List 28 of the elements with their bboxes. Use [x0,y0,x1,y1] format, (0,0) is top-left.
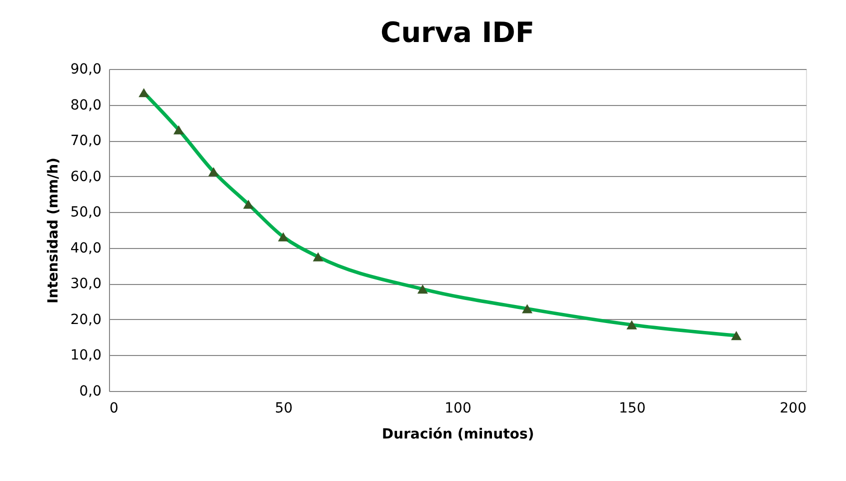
point [312,252,324,262]
point [138,88,150,98]
chart-title: Curva IDF [380,16,534,49]
point [173,125,184,134]
point [731,331,742,340]
y-tick-label: 50,0 [70,204,102,221]
point [243,200,254,209]
y-tick-label: 60,0 [70,168,102,185]
x-tick-label: 100 [444,400,472,416]
y-tick-label: 40,0 [70,240,102,256]
x-tick-label: 0 [110,400,118,416]
x-tick-label: 200 [780,400,806,416]
x-tick-label: 150 [618,400,646,416]
point [278,232,288,242]
y-tick-label: 70,0 [70,133,102,150]
point [208,167,219,176]
y-tick-label: 0,0 [79,384,102,400]
y-tick-label: 10,0 [70,348,102,364]
y-tick-label: 90,0 [70,62,102,78]
y-tick-label: 80,0 [70,97,102,114]
point [626,320,637,330]
y-tick-label: 30,0 [70,276,102,292]
point [417,284,428,294]
y-tick-label: 20,0 [70,312,102,328]
y-axis-title: Intensidad (mm/h) [45,158,62,304]
x-tick-label: 50 [274,400,293,416]
point [522,304,532,314]
x-axis-title: Duración (minutos) [382,426,534,442]
